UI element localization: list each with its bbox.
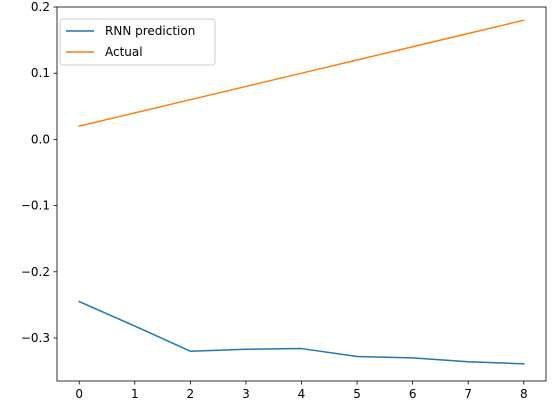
series-layer <box>78 19 525 365</box>
x-tick-label: 8 <box>520 387 528 401</box>
y-tick-label: 0.2 <box>31 0 50 14</box>
plot-area <box>57 7 546 381</box>
x-tick-label: 5 <box>353 387 361 401</box>
y-tick-label: 0.1 <box>31 66 50 80</box>
legend-label-actual: Actual <box>105 45 143 59</box>
y-tick-label: −0.2 <box>21 265 50 279</box>
series-line-rnn-prediction <box>78 300 525 365</box>
y-tick-label: 0.0 <box>31 132 50 146</box>
legend: RNN prediction Actual <box>59 18 216 66</box>
legend-box <box>59 18 216 66</box>
x-tick-label: 6 <box>409 387 417 401</box>
x-tick-label: 2 <box>187 387 195 401</box>
legend-label-rnn: RNN prediction <box>105 24 195 38</box>
plot-frame <box>56 6 547 382</box>
y-tick-label: −0.1 <box>21 199 50 213</box>
x-tick-label: 4 <box>298 387 306 401</box>
x-tick-label: 3 <box>242 387 250 401</box>
x-tick-label: 7 <box>464 387 472 401</box>
x-tick-label: 1 <box>131 387 139 401</box>
y-tick-label: −0.3 <box>21 331 50 345</box>
x-tick-label: 0 <box>75 387 83 401</box>
ticks-layer: 0 1 2 3 4 5 6 7 8 −0.3 −0.2 −0.1 0.0 0.1 0.2 <box>21 0 528 401</box>
series-line-actual <box>78 19 525 128</box>
